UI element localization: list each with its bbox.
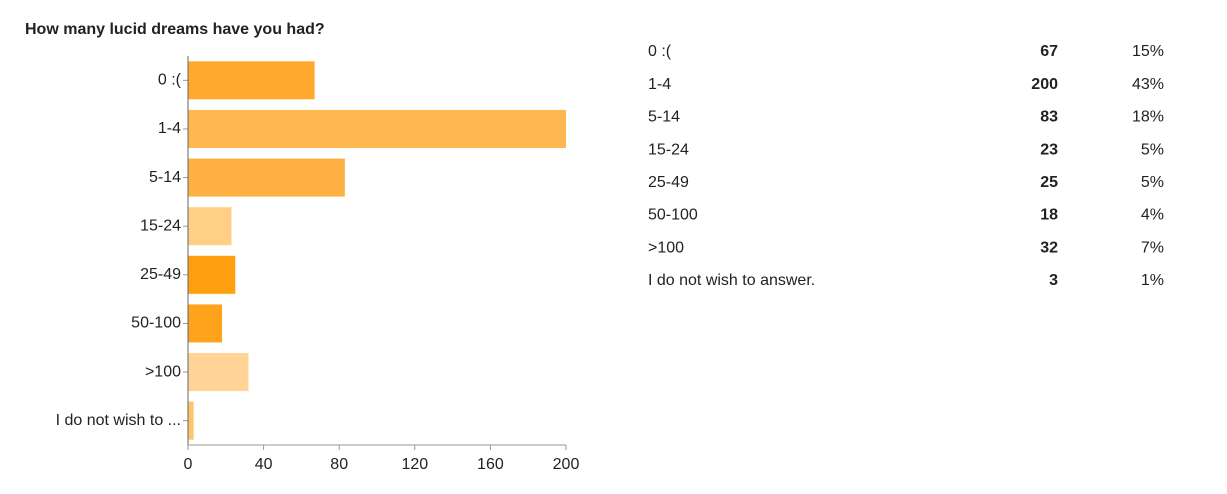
bar [188, 61, 315, 100]
row-count: 25 [1040, 174, 1058, 191]
row-count: 32 [1040, 239, 1058, 256]
y-tick-label: 5-14 [149, 169, 181, 186]
bar [188, 255, 236, 294]
x-tick-label: 80 [330, 456, 348, 473]
row-label: I do not wish to answer. [648, 272, 815, 289]
row-count: 83 [1040, 109, 1058, 126]
row-percent: 18% [1132, 109, 1164, 126]
row-label: 50-100 [648, 207, 698, 224]
row-count: 200 [1031, 76, 1058, 93]
x-tick-label: 40 [255, 456, 273, 473]
bar [188, 109, 566, 148]
x-tick-label: 160 [477, 456, 504, 473]
row-percent: 5% [1141, 141, 1164, 158]
row-label: 0 :( [648, 43, 672, 60]
y-tick-label: I do not wish to ... [56, 412, 181, 429]
row-label: 15-24 [648, 141, 689, 158]
row-label: 5-14 [648, 109, 680, 126]
y-tick-label: 50-100 [131, 315, 181, 332]
row-count: 3 [1049, 272, 1058, 289]
y-tick-label: 1-4 [158, 120, 181, 137]
x-tick-label: 0 [184, 456, 193, 473]
x-tick-label: 120 [401, 456, 428, 473]
row-percent: 5% [1141, 174, 1164, 191]
row-percent: 7% [1141, 239, 1164, 256]
row-count: 23 [1040, 141, 1058, 158]
bar [188, 207, 232, 246]
bar [188, 304, 223, 343]
row-percent: 43% [1132, 76, 1164, 93]
y-tick-label: 15-24 [140, 217, 181, 234]
chart-title: How many lucid dreams have you had? [25, 21, 325, 38]
y-tick-label: 0 :( [158, 72, 182, 89]
y-tick-label: >100 [145, 363, 181, 380]
bar [188, 158, 345, 197]
row-percent: 15% [1132, 43, 1164, 60]
row-count: 18 [1040, 207, 1058, 224]
row-percent: 4% [1141, 207, 1164, 224]
row-label: 25-49 [648, 174, 689, 191]
y-tick-label: 25-49 [140, 266, 181, 283]
x-tick-label: 200 [553, 456, 580, 473]
row-label: >100 [648, 239, 684, 256]
bar [188, 353, 249, 392]
bar [188, 401, 194, 440]
row-label: 1-4 [648, 76, 671, 93]
row-count: 67 [1040, 43, 1058, 60]
row-percent: 1% [1141, 272, 1164, 289]
